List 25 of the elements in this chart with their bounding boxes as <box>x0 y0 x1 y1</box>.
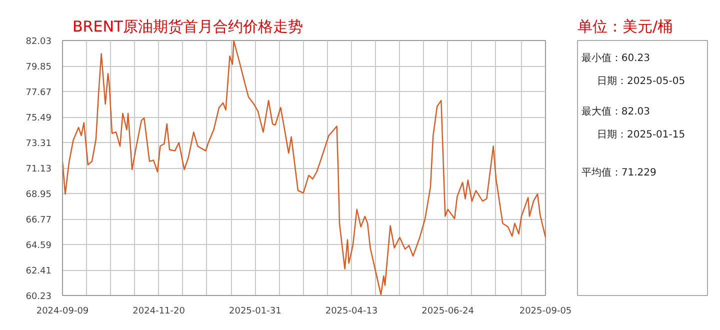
text: 最小值：60.23 <box>581 52 650 64</box>
x-tick-label: 2025-06-24 <box>422 306 474 316</box>
y-tick-label: 64.59 <box>26 241 52 251</box>
y-tick-label: 71.13 <box>26 164 52 174</box>
y-tick-label: 82.03 <box>26 37 52 47</box>
y-tick-label: 79.85 <box>26 62 52 72</box>
y-tick-label: 66.77 <box>26 216 52 226</box>
text: 最大值：82.03 <box>581 105 650 118</box>
y-tick-label: 75.49 <box>26 114 52 124</box>
y-tick-label: 77.67 <box>26 88 52 98</box>
text: 日期：2025-01-15 <box>597 128 686 140</box>
line-series <box>62 40 546 296</box>
y-tick-label: 73.31 <box>26 139 52 149</box>
x-tick-label: 2024-09-09 <box>36 306 89 316</box>
text: 平均值：71.229 <box>581 166 656 179</box>
y-tick-label: 62.41 <box>26 266 52 276</box>
x-tick-label: 2025-09-05 <box>519 306 572 316</box>
text: 日期：2025-05-05 <box>597 74 686 87</box>
y-axis-title: 单位：美元/桶 <box>578 18 673 36</box>
x-tick-label: 2025-01-31 <box>229 306 282 316</box>
x-tick-label: 2025-04-13 <box>325 306 378 316</box>
y-tick-label: 68.95 <box>26 190 52 200</box>
y-tick-label: 60.23 <box>26 292 52 302</box>
x-tick-label: 2024-11-20 <box>132 306 186 316</box>
chart-title: BRENT原油期货首月合约价格走势 <box>72 18 304 36</box>
